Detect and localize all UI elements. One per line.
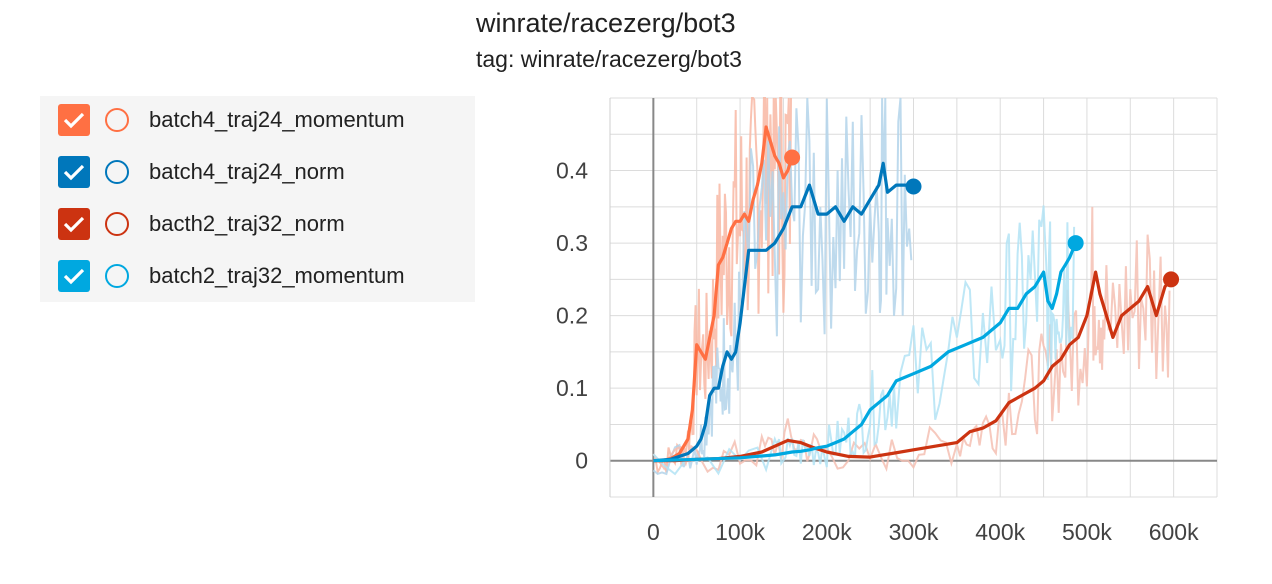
raw-line-0 bbox=[652, 97, 792, 475]
x-tick-label: 0 bbox=[647, 519, 660, 545]
legend-label: batch4_traj24_norm bbox=[149, 159, 345, 184]
series-line-2 bbox=[653, 270, 1173, 463]
raw-line-2 bbox=[652, 206, 1171, 474]
series-lines bbox=[653, 125, 1180, 463]
series-line-3 bbox=[653, 242, 1078, 463]
x-tick-label: 600k bbox=[1149, 519, 1199, 545]
axes bbox=[609, 98, 1217, 497]
raw-line-3 bbox=[652, 205, 1076, 476]
legend-item-batch4-traj24-momentum[interactable]: batch4_traj24_momentum bbox=[58, 102, 405, 138]
series-endpoint-1 bbox=[905, 178, 922, 195]
y-tick-label: 0.1 bbox=[556, 375, 588, 401]
x-tick-label: 200k bbox=[802, 519, 852, 545]
series-circle-icon bbox=[105, 160, 129, 184]
y-tick-label: 0.4 bbox=[556, 158, 588, 184]
series-line-1 bbox=[653, 161, 914, 463]
series-circle-icon bbox=[105, 212, 129, 236]
check-icon bbox=[63, 268, 85, 285]
y-tick-label: 0.2 bbox=[556, 303, 588, 329]
series-checkbox[interactable] bbox=[58, 260, 90, 292]
legend-item-batch2-traj32-momentum[interactable]: batch2_traj32_momentum bbox=[58, 258, 405, 294]
legend-label: batch2_traj32_momentum bbox=[149, 263, 405, 288]
legend-label: bacth2_traj32_norm bbox=[149, 211, 345, 236]
x-tick-label: 300k bbox=[889, 519, 939, 545]
chart-title: winrate/racezerg/bot3 bbox=[476, 8, 736, 38]
series-endpoint-2 bbox=[1163, 271, 1180, 288]
series-checkbox[interactable] bbox=[58, 208, 90, 240]
check-icon bbox=[63, 164, 85, 181]
series-endpoint-0 bbox=[784, 149, 801, 166]
raw-line-1 bbox=[652, 97, 913, 476]
check-icon bbox=[63, 216, 85, 233]
series-circle-icon bbox=[105, 264, 129, 288]
x-tick-label: 400k bbox=[975, 519, 1025, 545]
check-icon bbox=[63, 112, 85, 129]
legend-item-batch4-traj24-norm[interactable]: batch4_traj24_norm bbox=[58, 154, 345, 190]
y-tick-label: 0.3 bbox=[556, 230, 588, 256]
series-circle-icon bbox=[105, 108, 129, 132]
series-endpoint-3 bbox=[1067, 235, 1084, 252]
y-tick-label: 0 bbox=[575, 448, 588, 474]
legend-item-bacth2-traj32-norm[interactable]: bacth2_traj32_norm bbox=[58, 206, 345, 242]
x-tick-label: 100k bbox=[715, 519, 765, 545]
tick-labels: 0 100k 200k 300k 400k 500k 600k 0 0.1 0.2 0.3 0.4 bbox=[556, 158, 1199, 545]
legend-label: batch4_traj24_momentum bbox=[149, 107, 405, 132]
x-tick-label: 500k bbox=[1062, 519, 1112, 545]
legend: batch4_traj24_momentum batch4_traj24_nor… bbox=[40, 96, 475, 302]
chart-subtitle: tag: winrate/racezerg/bot3 bbox=[476, 46, 742, 72]
series-line-0 bbox=[653, 125, 794, 463]
series-checkbox[interactable] bbox=[58, 104, 90, 136]
series-checkbox[interactable] bbox=[58, 156, 90, 188]
